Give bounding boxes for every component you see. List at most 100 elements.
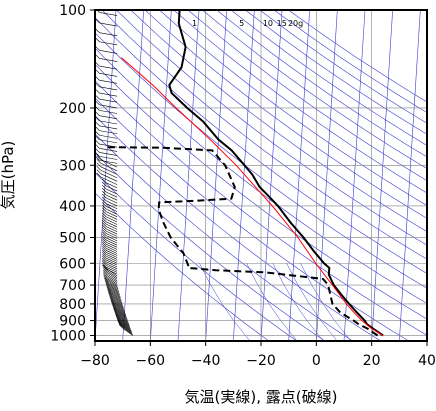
wind-barb-flag xyxy=(95,106,100,111)
wind-barb-flag xyxy=(104,281,110,286)
wind-barb-shaft xyxy=(106,208,118,215)
dry-adiabat-line xyxy=(95,32,427,289)
dry-adiabat-line xyxy=(159,10,427,206)
isotherm-line xyxy=(150,10,172,341)
wind-barb-flag xyxy=(109,296,115,302)
wind-barb-flag xyxy=(102,242,107,247)
wind-barb-flag xyxy=(102,231,107,236)
wind-barb-flag xyxy=(112,305,117,310)
wind-barb-shaft xyxy=(100,176,118,185)
wind-barb-flag xyxy=(95,28,100,33)
wind-barb-shaft xyxy=(106,254,118,260)
wind-barb-flag xyxy=(102,178,107,184)
dry-adiabat-line xyxy=(95,47,427,304)
wind-barb-shaft xyxy=(99,134,118,139)
isotherm-line xyxy=(288,10,310,341)
wind-barb-flag xyxy=(102,257,107,263)
mixing-ratio-label: 1 xyxy=(192,19,197,28)
dry-adiabat-line xyxy=(95,115,381,341)
wind-barb-flag xyxy=(96,169,102,174)
wind-barb-shaft xyxy=(120,320,131,328)
wind-barb-shaft xyxy=(110,291,121,299)
wind-barb-flag xyxy=(108,294,114,299)
wind-barb-shaft xyxy=(99,139,118,144)
wind-barb-flag xyxy=(104,279,109,284)
wind-barb-shaft xyxy=(99,110,118,114)
wind-barb-flag xyxy=(109,295,114,301)
wind-barb-shaft xyxy=(121,323,132,332)
wind-barb-flag xyxy=(102,255,107,261)
wind-barb-shaft xyxy=(106,233,118,239)
wind-barb-shaft xyxy=(109,288,121,296)
mixing-ratio-label: 5 xyxy=(239,19,244,28)
wind-barb-flag xyxy=(102,250,107,255)
wind-barb-shaft xyxy=(106,221,118,228)
dewpoint-line xyxy=(107,146,379,337)
y-tick-label: 100 xyxy=(59,3,86,19)
wind-barb-flag xyxy=(116,318,122,324)
wind-barb-shaft xyxy=(106,197,118,204)
wind-barb-shaft xyxy=(118,315,129,323)
wind-barb-flag xyxy=(106,287,112,292)
wind-barb-flag xyxy=(113,307,118,312)
wind-barb-flag xyxy=(102,187,107,193)
wind-barb-shaft xyxy=(106,206,118,212)
wind-barb-flag xyxy=(111,303,117,309)
wind-barb-flag xyxy=(114,311,119,316)
wind-barb-shaft xyxy=(108,281,119,290)
dry-adiabat-line xyxy=(95,133,353,341)
wind-barb-shaft xyxy=(99,159,118,164)
wind-barb-flag xyxy=(102,212,107,218)
wind-barb-shaft xyxy=(100,162,118,172)
mixing-ratio-label: 10 xyxy=(263,19,273,28)
wind-barb-shaft xyxy=(116,310,127,318)
wind-barb-shaft xyxy=(120,322,132,330)
wind-barb-flag xyxy=(108,292,113,298)
wind-barb-shaft xyxy=(107,278,118,287)
wind-barb-flag xyxy=(117,320,123,326)
wind-barb-shaft xyxy=(112,295,123,303)
wind-barb-flag xyxy=(102,246,107,251)
y-axis-title: 気圧(hPa) xyxy=(0,141,17,210)
wind-barb-shaft xyxy=(106,246,118,252)
dry-adiabat-line xyxy=(173,10,427,194)
wind-barb-flag xyxy=(118,324,124,329)
wind-barb-flag xyxy=(102,181,107,187)
wind-barb-shaft xyxy=(100,173,118,182)
wind-barb-shaft xyxy=(110,289,121,297)
wind-barb-flag xyxy=(102,235,107,241)
y-tick-label: 500 xyxy=(59,230,86,246)
wind-barb-shaft xyxy=(99,41,118,46)
wind-barb-flag xyxy=(95,18,100,24)
y-tick-label: 700 xyxy=(59,278,86,294)
x-axis-ticks: −80 −60 −40 −20 0 20 40 xyxy=(80,341,436,369)
wind-barb-shaft xyxy=(119,318,130,327)
wind-barb-shaft xyxy=(99,156,118,160)
wind-barb-flag xyxy=(116,317,121,322)
mixing-ratio-label: 20g xyxy=(288,19,303,28)
x-tick-label: −60 xyxy=(136,353,166,369)
dry-adiabat-line xyxy=(95,172,298,341)
wind-barb-shaft xyxy=(106,226,118,232)
wind-barb-flag xyxy=(111,302,116,307)
wind-barb-shaft xyxy=(122,326,133,334)
wind-barb-flag xyxy=(102,253,107,259)
wind-barb-shaft xyxy=(107,280,118,288)
y-tick-label: 900 xyxy=(59,314,86,330)
isotherm-line xyxy=(122,10,144,341)
wind-barb-shaft xyxy=(99,92,118,97)
wind-barb-flag xyxy=(102,229,107,234)
wind-barb-shaft xyxy=(116,308,127,317)
wind-barb-shaft xyxy=(99,130,118,135)
wind-barb-flag xyxy=(95,88,100,94)
wind-barb-flag xyxy=(102,204,107,210)
wind-barb-flag xyxy=(96,155,102,160)
wind-barb-flag xyxy=(95,152,100,157)
dry-adiabat-line xyxy=(216,10,427,158)
wind-barb-flag xyxy=(107,291,113,296)
wind-barb-flag xyxy=(103,271,108,276)
wind-barb-shaft xyxy=(106,214,118,220)
wind-barb-shaft xyxy=(99,50,118,54)
wind-barb-shaft xyxy=(113,300,124,309)
wind-barb-flag xyxy=(95,82,100,87)
